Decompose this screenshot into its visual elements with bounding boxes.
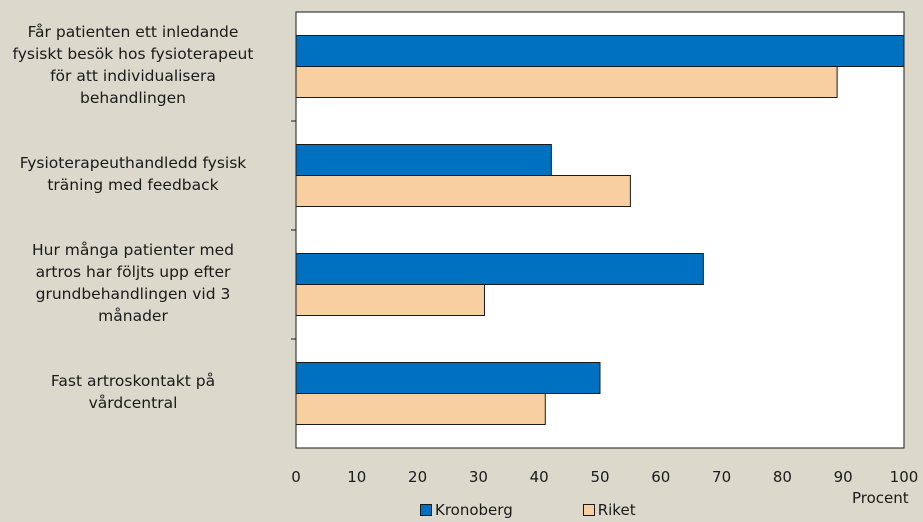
x-tick-label: 60 (651, 468, 670, 486)
x-tick-label: 30 (469, 468, 488, 486)
x-axis-label: Procent (852, 489, 909, 507)
bar-kronoberg-2 (295, 253, 704, 285)
category-label: Hur många patienter med artros har följt… (32, 240, 234, 325)
bar-riket-0 (295, 66, 838, 98)
x-tick-label: 10 (347, 468, 366, 486)
x-tick-label: 90 (834, 468, 853, 486)
legend: Kronoberg Riket (420, 501, 636, 519)
legend-label-riket: Riket (597, 501, 636, 519)
x-tick-label: 50 (590, 468, 609, 486)
bar-riket-1 (295, 175, 631, 207)
category-label: Får patienten ett inledande fysiskt besö… (12, 22, 254, 107)
category-label: Fysioterapeuthandledd fysisk träning med… (19, 153, 247, 194)
bar-kronoberg-3 (295, 362, 601, 394)
bar-riket-3 (295, 393, 546, 425)
bar-riket-2 (295, 284, 485, 316)
legend-swatch-riket (582, 504, 595, 516)
category-label: Fast artroskontakt på vårdcentral (50, 371, 216, 412)
legend-label-kronoberg: Kronoberg (435, 501, 513, 519)
bar-kronoberg-0 (295, 35, 905, 67)
x-tick-label: 100 (890, 468, 919, 486)
legend-item-riket: Riket (582, 501, 636, 519)
legend-item-kronoberg: Kronoberg (420, 501, 513, 519)
x-tick-label: 40 (530, 468, 549, 486)
x-tick-label: 0 (291, 468, 301, 486)
x-tick-label: 20 (408, 468, 427, 486)
bar-kronoberg-1 (295, 144, 552, 176)
legend-swatch-kronoberg (420, 504, 432, 516)
x-tick-label: 70 (712, 468, 731, 486)
x-tick-label: 80 (773, 468, 792, 486)
